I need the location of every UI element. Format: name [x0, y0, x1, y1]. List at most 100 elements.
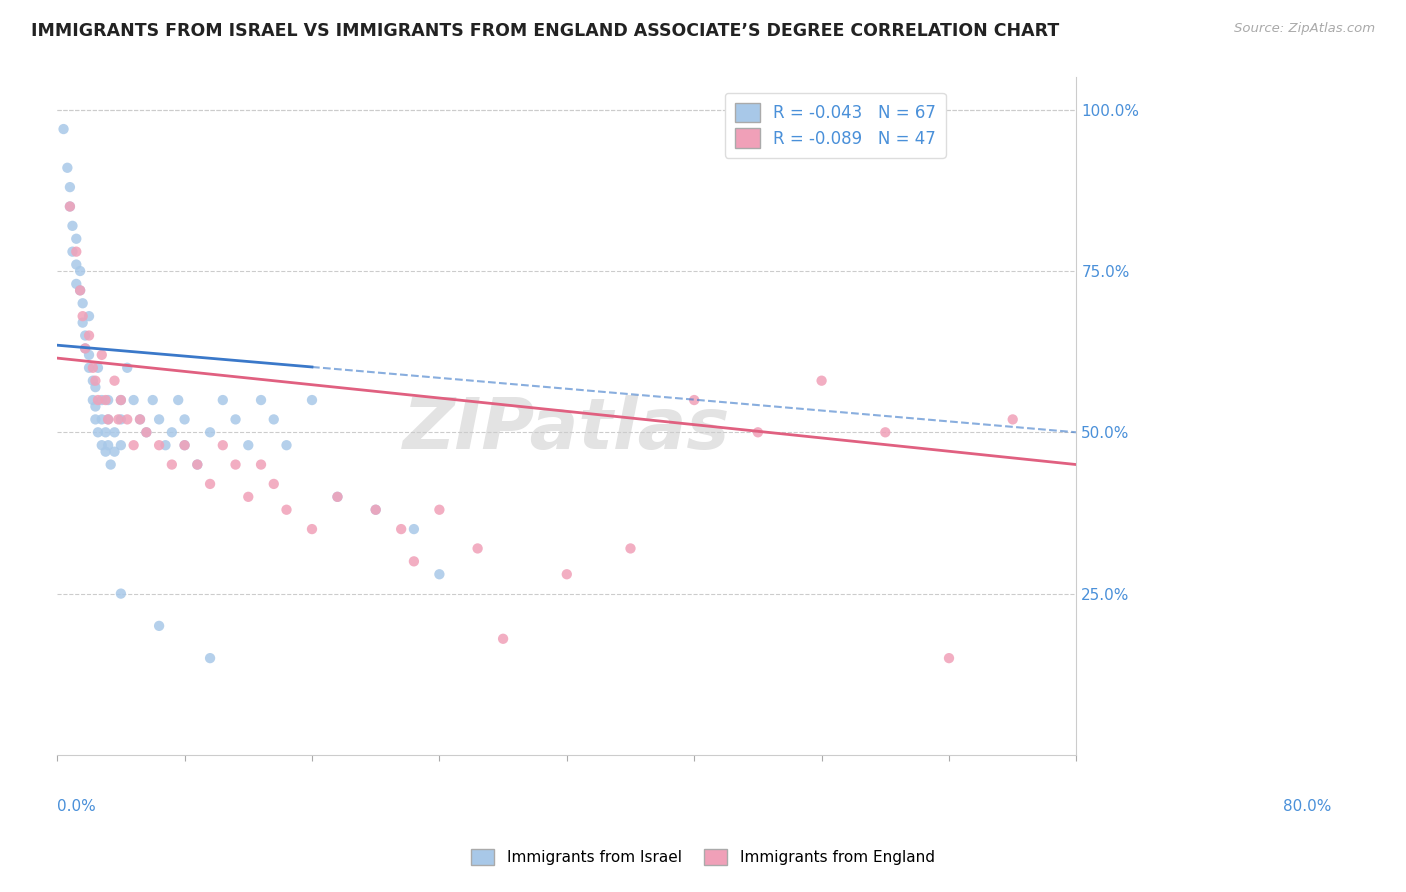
- Point: [97, 438, 120, 452]
- Point: [326, 490, 349, 504]
- Point: [198, 477, 221, 491]
- Point: [211, 392, 233, 407]
- Point: [97, 412, 120, 426]
- Point: [117, 412, 139, 426]
- Point: [72, 316, 94, 330]
- Point: [84, 400, 107, 414]
- Point: [56, 161, 79, 175]
- Point: [59, 180, 82, 194]
- Text: Source: ZipAtlas.com: Source: ZipAtlas.com: [1234, 22, 1375, 36]
- Point: [94, 392, 117, 407]
- Point: [77, 309, 100, 323]
- Point: [62, 219, 84, 233]
- Point: [810, 374, 832, 388]
- Point: [492, 632, 515, 646]
- Point: [238, 438, 260, 452]
- Point: [94, 444, 117, 458]
- Point: [84, 412, 107, 426]
- Point: [173, 412, 195, 426]
- Point: [87, 392, 110, 407]
- Point: [69, 284, 91, 298]
- Point: [276, 438, 298, 452]
- Point: [263, 477, 285, 491]
- Point: [148, 619, 170, 633]
- Point: [276, 502, 298, 516]
- Point: [619, 541, 641, 556]
- Point: [94, 425, 117, 440]
- Point: [75, 328, 97, 343]
- Point: [555, 567, 578, 582]
- Point: [326, 490, 349, 504]
- Point: [65, 277, 87, 291]
- Point: [87, 425, 110, 440]
- Point: [301, 392, 323, 407]
- Point: [75, 342, 97, 356]
- Point: [148, 412, 170, 426]
- Point: [211, 438, 233, 452]
- Point: [429, 502, 451, 516]
- Point: [110, 392, 132, 407]
- Point: [75, 342, 97, 356]
- Point: [82, 392, 104, 407]
- Point: [69, 264, 91, 278]
- Point: [110, 412, 132, 426]
- Point: [59, 199, 82, 213]
- Point: [198, 425, 221, 440]
- Point: [103, 425, 125, 440]
- Point: [90, 412, 112, 426]
- Point: [135, 425, 157, 440]
- Point: [52, 122, 75, 136]
- Point: [148, 438, 170, 452]
- Point: [82, 360, 104, 375]
- Point: [155, 438, 177, 452]
- Point: [429, 567, 451, 582]
- Point: [103, 444, 125, 458]
- Point: [110, 438, 132, 452]
- Point: [167, 392, 190, 407]
- Point: [77, 348, 100, 362]
- Point: [59, 199, 82, 213]
- Point: [160, 425, 183, 440]
- Text: IMMIGRANTS FROM ISRAEL VS IMMIGRANTS FROM ENGLAND ASSOCIATE’S DEGREE CORRELATION: IMMIGRANTS FROM ISRAEL VS IMMIGRANTS FRO…: [31, 22, 1059, 40]
- Point: [107, 412, 129, 426]
- Point: [90, 392, 112, 407]
- Point: [87, 360, 110, 375]
- Point: [186, 458, 208, 472]
- Point: [225, 412, 247, 426]
- Legend: Immigrants from Israel, Immigrants from England: Immigrants from Israel, Immigrants from …: [465, 843, 941, 871]
- Point: [84, 374, 107, 388]
- Point: [72, 296, 94, 310]
- Point: [250, 458, 273, 472]
- Point: [117, 360, 139, 375]
- Point: [389, 522, 412, 536]
- Point: [747, 425, 769, 440]
- Point: [110, 586, 132, 600]
- Point: [142, 392, 165, 407]
- Point: [135, 425, 157, 440]
- Point: [100, 458, 122, 472]
- Point: [90, 348, 112, 362]
- Point: [467, 541, 489, 556]
- Point: [364, 502, 387, 516]
- Legend: R = -0.043   N = 67, R = -0.089   N = 47: R = -0.043 N = 67, R = -0.089 N = 47: [724, 93, 946, 158]
- Point: [683, 392, 706, 407]
- Point: [90, 438, 112, 452]
- Point: [238, 490, 260, 504]
- Y-axis label: Associate's Degree: Associate's Degree: [0, 343, 7, 490]
- Point: [129, 412, 152, 426]
- Point: [173, 438, 195, 452]
- Point: [77, 328, 100, 343]
- Point: [65, 232, 87, 246]
- Text: 0.0%: 0.0%: [58, 799, 96, 814]
- Point: [84, 380, 107, 394]
- Point: [97, 412, 120, 426]
- Point: [160, 458, 183, 472]
- Point: [173, 438, 195, 452]
- Point: [250, 392, 273, 407]
- Point: [402, 554, 425, 568]
- Point: [301, 522, 323, 536]
- Point: [65, 244, 87, 259]
- Point: [225, 458, 247, 472]
- Point: [103, 374, 125, 388]
- Point: [69, 284, 91, 298]
